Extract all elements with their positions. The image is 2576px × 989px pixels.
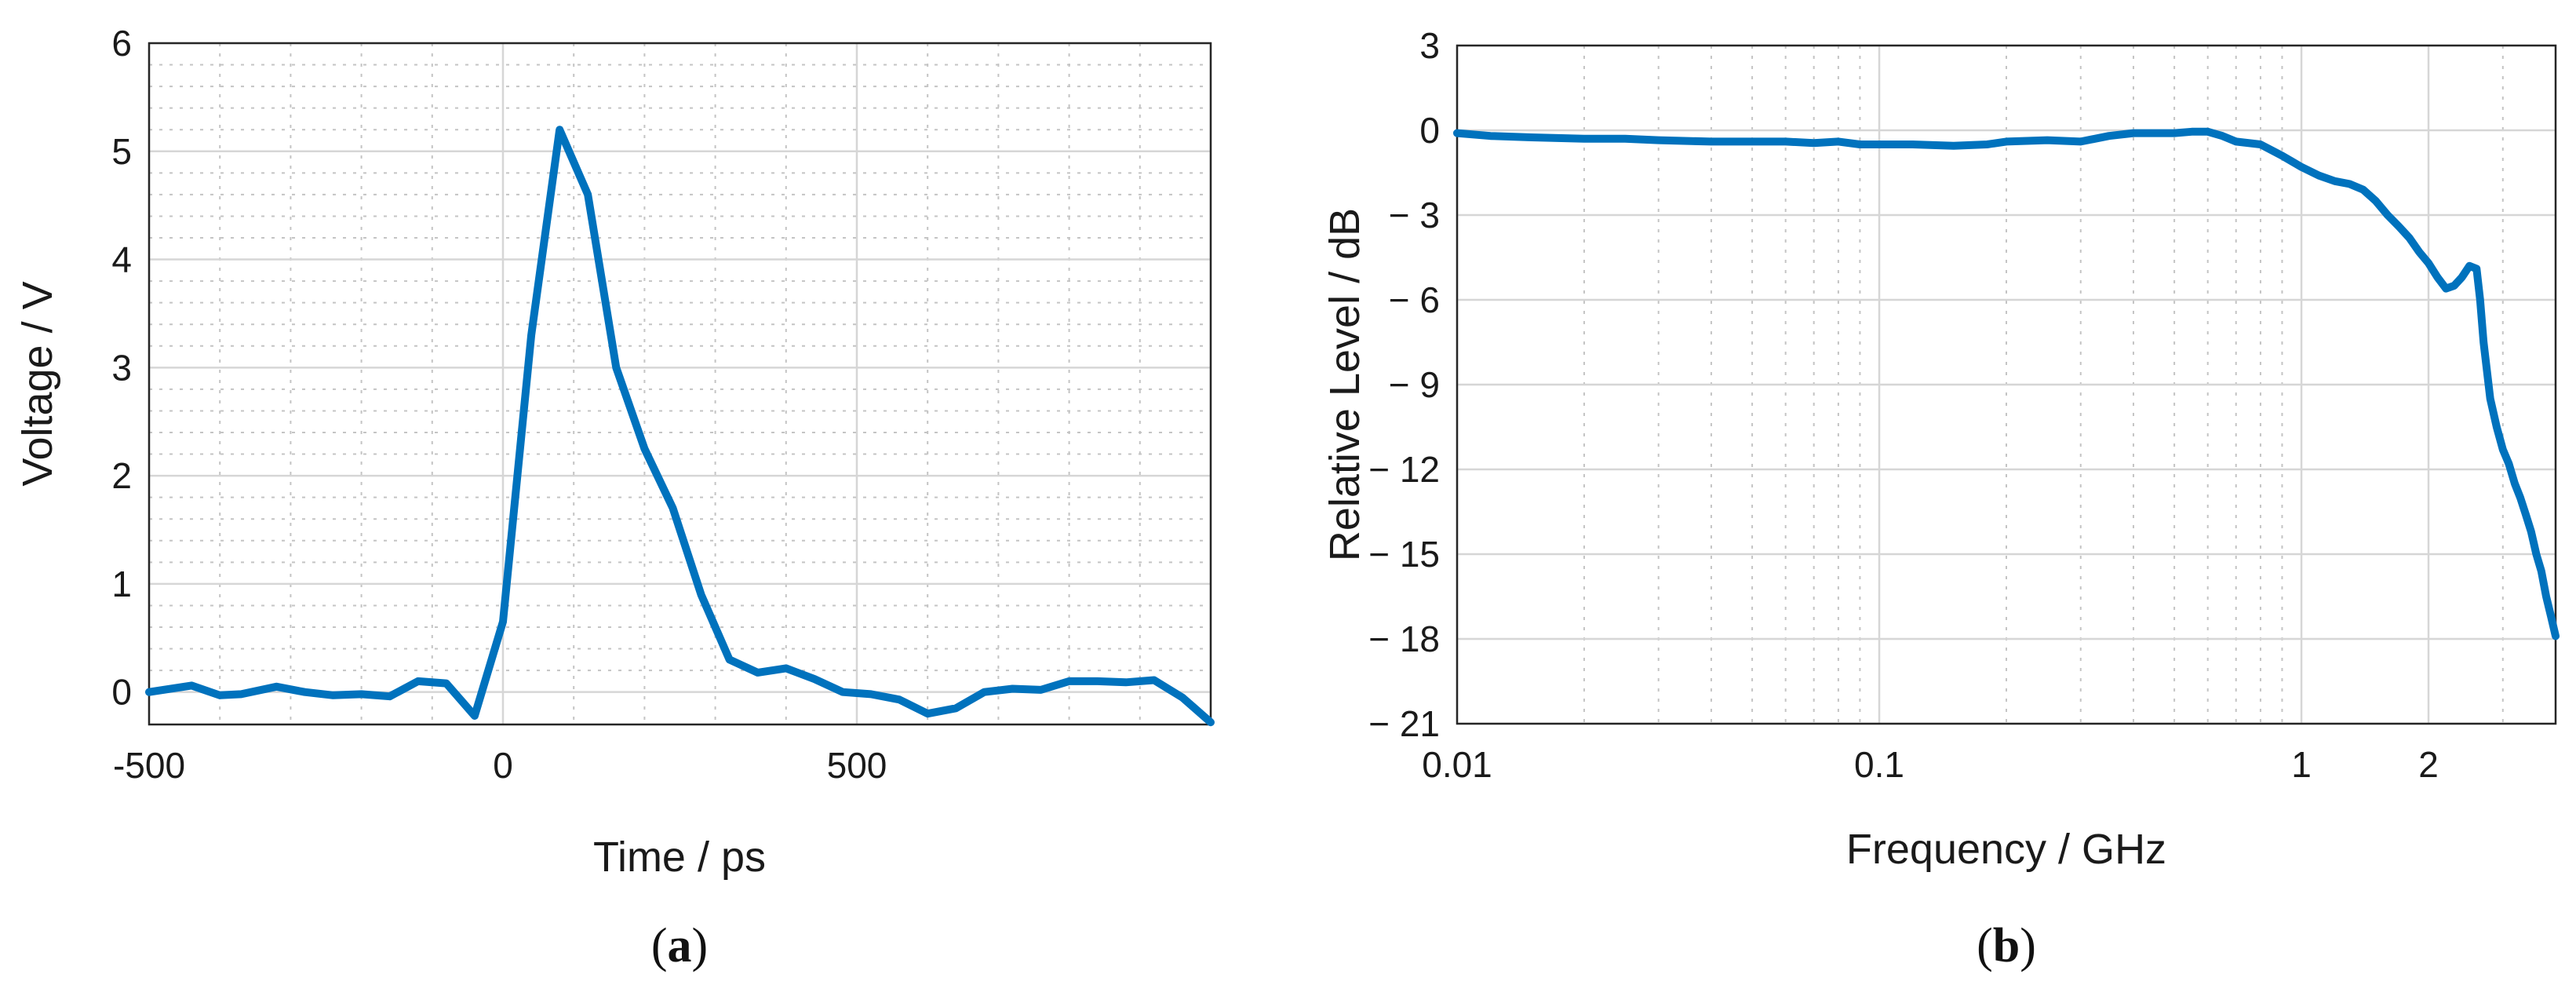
chart-b-ytick-label: − 9 bbox=[1389, 364, 1440, 405]
chart-a-ytick-label: 2 bbox=[111, 455, 132, 496]
chart-b-xlabel: Frequency / GHz bbox=[1846, 826, 2166, 873]
chart-a-xtick-label: 500 bbox=[827, 745, 887, 786]
chart-b-ytick-label: − 12 bbox=[1368, 449, 1440, 490]
chart-a-ytick-label: 4 bbox=[111, 239, 132, 280]
chart-a-frame bbox=[148, 42, 1212, 726]
chart-a-xtick-label: 0 bbox=[493, 745, 513, 786]
chart-a-xlabel: Time / ps bbox=[593, 834, 766, 881]
chart-a-caption: (a) bbox=[651, 919, 708, 973]
chart-b-ytick-label: − 21 bbox=[1368, 703, 1440, 744]
chart-b-ytick-label: 3 bbox=[1419, 25, 1440, 66]
chart-a-ytick-label: 0 bbox=[111, 672, 132, 713]
chart-b-ytick-label: − 6 bbox=[1389, 279, 1440, 320]
chart-a-grid bbox=[148, 42, 1212, 724]
chart-b-ticks: 0.01 0.1 1 2 3 0 − 3 − 6 − 9 − 12 − 15 − 18 − 21 bbox=[1368, 25, 2439, 785]
chart-a-ytick-label: 1 bbox=[111, 564, 132, 604]
chart-b-ytick-label: − 15 bbox=[1368, 534, 1440, 575]
chart-a-ytick-label: 6 bbox=[111, 23, 132, 64]
chart-a-ylabel: Voltage / V bbox=[14, 281, 61, 486]
chart-b-grid bbox=[1456, 44, 2556, 725]
chart-a-xtick-label: -500 bbox=[113, 745, 185, 786]
chart-b-xtick-label: 0.01 bbox=[1422, 744, 1492, 785]
chart-b-ytick-label: − 3 bbox=[1389, 195, 1440, 235]
chart-b-xtick-label: 2 bbox=[2418, 744, 2439, 785]
chart-a-caption-letter: a bbox=[668, 919, 692, 973]
chart-b-series-line bbox=[1453, 127, 2560, 640]
chart-b-ytick-label: − 18 bbox=[1368, 619, 1440, 659]
chart-b-caption-letter: b bbox=[1993, 919, 2020, 973]
chart-a-ticks: -500 0 500 0 1 2 3 4 5 6 bbox=[111, 23, 887, 786]
chart-a: -500 0 500 0 1 2 3 4 5 6 Time / ps Voltage / V (a… bbox=[14, 23, 1215, 973]
chart-b-ytick-label: 0 bbox=[1419, 110, 1440, 151]
chart-b: 0.01 0.1 1 2 3 0 − 3 − 6 − 9 − 12 − 15 − 18 − 21 Fre… bbox=[1321, 25, 2560, 973]
chart-b-xtick-label: 1 bbox=[2291, 744, 2312, 785]
chart-b-xtick-label: 0.1 bbox=[1854, 744, 1904, 785]
chart-a-ytick-label: 5 bbox=[111, 131, 132, 172]
chart-a-series-line bbox=[145, 126, 1215, 727]
chart-b-ylabel: Relative Level / dB bbox=[1321, 208, 1368, 561]
chart-b-caption: (b) bbox=[1977, 919, 2036, 973]
chart-b-frame bbox=[1456, 44, 2557, 725]
chart-a-ytick-label: 3 bbox=[111, 347, 132, 388]
